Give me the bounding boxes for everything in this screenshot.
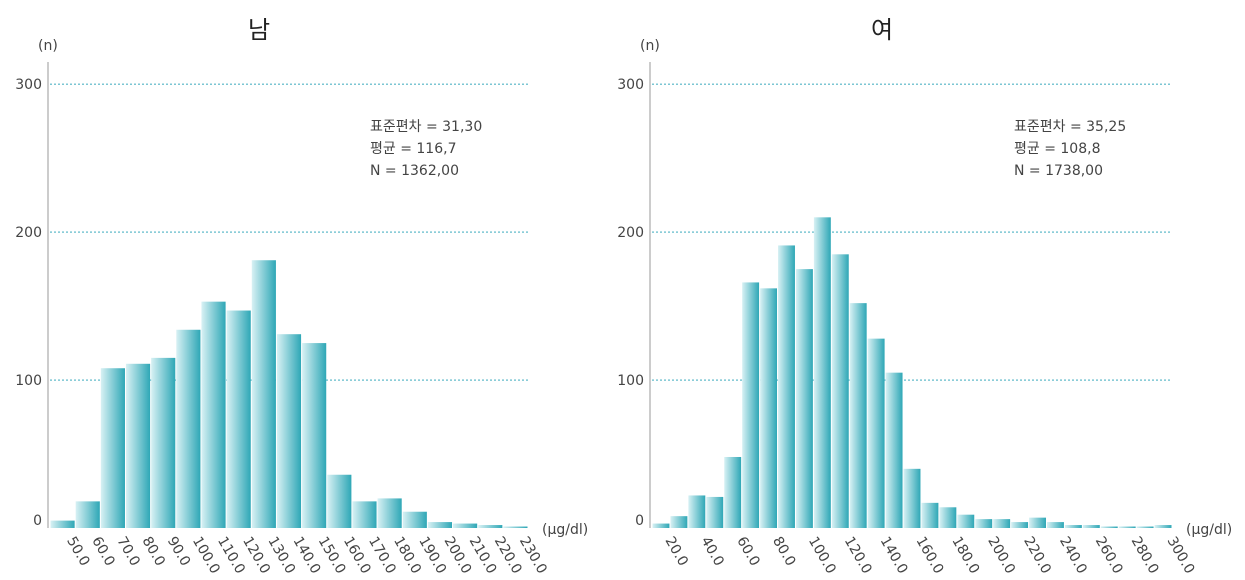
bar [1100, 526, 1118, 528]
bar [778, 245, 795, 528]
x-tick-label: 220.0 [1020, 534, 1054, 576]
bar [1136, 526, 1154, 528]
bar [867, 338, 885, 528]
bar [276, 334, 302, 528]
bar [885, 372, 903, 528]
bar [670, 516, 688, 528]
x-tick-label: 100.0 [805, 534, 839, 576]
bar [903, 468, 921, 528]
bar [503, 526, 528, 528]
x-tick-label: 60.0 [733, 534, 762, 569]
annotation: 표준편차 = 35,25 [1014, 119, 1126, 135]
y-tick-label: 300 [617, 77, 644, 93]
bar [327, 474, 352, 528]
x-tick-label: 180.0 [948, 534, 982, 576]
y-tick-label: 100 [15, 373, 42, 389]
x-tick-label: 200.0 [984, 534, 1018, 576]
bar [100, 368, 125, 528]
x-tick-label: 80.0 [139, 534, 168, 569]
x-tick-label: 50.0 [63, 534, 92, 569]
y-tick-label: 200 [617, 225, 644, 241]
bar [1011, 522, 1029, 528]
x-tick-label: 140.0 [877, 534, 911, 576]
annotation: 표준편차 = 31,30 [370, 119, 482, 135]
bar [402, 511, 427, 528]
bar [957, 514, 975, 528]
chart-title: 여 [871, 16, 893, 44]
bar [760, 288, 778, 528]
x-tick-label: 300.0 [1164, 534, 1198, 576]
bar [75, 501, 100, 528]
x-tick-label: 240.0 [1056, 534, 1090, 576]
x-axis-label: (μg/dl) [1186, 522, 1232, 538]
bar [251, 260, 276, 528]
bar [151, 357, 176, 528]
bar [125, 363, 151, 528]
annotation: N = 1362,00 [370, 163, 459, 179]
bar [742, 282, 760, 528]
bar [1029, 517, 1046, 528]
x-tick-label: 80.0 [769, 534, 798, 569]
bar [176, 329, 201, 528]
x-tick-label: 120.0 [841, 534, 875, 576]
x-tick-label: 280.0 [1128, 534, 1162, 576]
bar [226, 310, 251, 528]
bar [50, 520, 75, 528]
bar [921, 502, 939, 528]
bar [993, 519, 1011, 528]
bar [1064, 525, 1082, 528]
bar [1118, 526, 1136, 528]
bar [1154, 525, 1172, 528]
bar [201, 301, 226, 528]
bar [939, 507, 957, 528]
bar [377, 498, 402, 528]
bar [453, 523, 478, 528]
bar [427, 522, 453, 528]
bar [302, 343, 327, 528]
bar [706, 496, 724, 528]
x-tick-label: 40.0 [697, 534, 726, 569]
bar [688, 495, 706, 528]
annotation: 평균 = 116,7 [370, 141, 456, 157]
y-axis-label: (n) [640, 38, 660, 54]
y-tick-label: 0 [635, 513, 644, 529]
bar [478, 525, 503, 528]
y-tick-label: 300 [15, 77, 42, 93]
bar [813, 217, 831, 529]
x-tick-label: 260.0 [1092, 534, 1126, 576]
bar [652, 523, 670, 528]
bar [849, 303, 867, 528]
y-axis-label: (n) [38, 38, 58, 54]
x-tick-label: 90.0 [164, 534, 193, 569]
bar [795, 269, 813, 528]
x-axis-label: (μg/dl) [542, 522, 588, 538]
bar [975, 519, 993, 528]
bar [352, 501, 377, 528]
x-tick-label: 160.0 [913, 534, 947, 576]
chart-title: 남 [248, 16, 270, 44]
x-tick-label: 70.0 [113, 534, 142, 569]
y-tick-label: 200 [15, 225, 42, 241]
y-tick-label: 100 [617, 373, 644, 389]
x-tick-label: 20.0 [662, 534, 691, 569]
bar [1046, 522, 1064, 528]
bar [1082, 525, 1100, 528]
bar [831, 254, 849, 529]
annotation: 평균 = 108,8 [1014, 141, 1100, 157]
bar [724, 456, 742, 528]
y-tick-label: 0 [33, 513, 42, 529]
annotation: N = 1738,00 [1014, 163, 1103, 179]
x-tick-label: 60.0 [88, 534, 117, 569]
